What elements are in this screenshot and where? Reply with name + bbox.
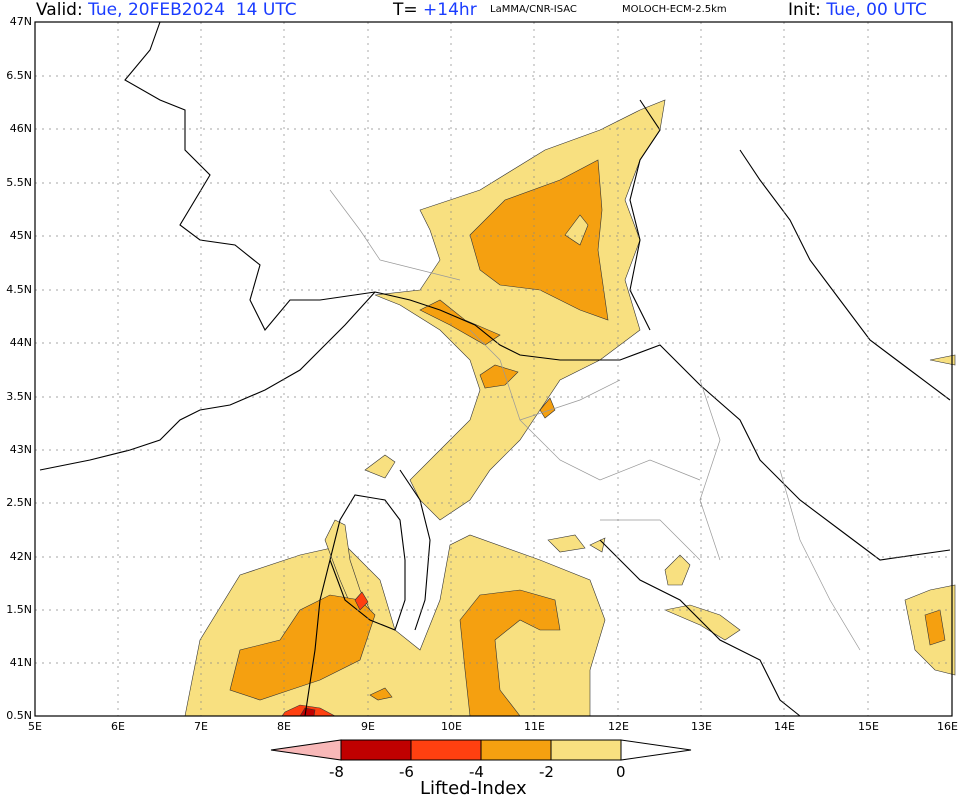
colorbar-segment-4-2 [480, 739, 552, 761]
gridlines [35, 22, 952, 716]
x-label: 15E [858, 720, 879, 733]
y-label: 43N [9, 443, 32, 456]
y-label: 2.5N [6, 496, 32, 509]
source-label: LaMMA/CNR-ISAC [490, 4, 577, 15]
x-label: 8E [277, 720, 291, 733]
map-border [34, 21, 953, 717]
t-label: T= [393, 0, 418, 20]
colorbar-tick: 0 [616, 763, 626, 781]
colorbar-tick: -4 [469, 763, 484, 781]
y-label: 42N [9, 550, 32, 563]
forecast-step: T= +14hr [393, 0, 477, 20]
y-label: 4.5N [6, 283, 32, 296]
valid-time: Valid: Tue, 20FEB2024 14 UTC [36, 0, 297, 20]
colorbar-title: Lifted-Index [420, 778, 527, 799]
x-label: 11E [524, 720, 545, 733]
valid-value: Tue, 20FEB2024 14 UTC [88, 0, 297, 20]
init-value: Tue, 00 UTC [826, 0, 927, 20]
colorbar-tick: -2 [539, 763, 554, 781]
y-label: 3.5N [6, 390, 32, 403]
y-label: 44N [9, 336, 32, 349]
y-label: 0.5N [6, 709, 32, 722]
valid-label: Valid: [36, 0, 83, 20]
x-label: 12E [608, 720, 629, 733]
y-label: 5.5N [6, 176, 32, 189]
x-label: 10E [441, 720, 462, 733]
y-label: 41N [9, 656, 32, 669]
init-label: Init: [788, 0, 821, 20]
y-label: 45N [9, 229, 32, 242]
colorbar-tick: -6 [399, 763, 414, 781]
lifted-index-strong [281, 591, 369, 717]
colorbar [270, 739, 692, 761]
x-label: 9E [361, 720, 375, 733]
x-label: 13E [691, 720, 712, 733]
lifted-index-core [229, 159, 946, 717]
init-time: Init: Tue, 00 UTC [788, 0, 927, 20]
t-value: +14hr [423, 0, 477, 20]
x-label: 6E [111, 720, 125, 733]
admin-borders [329, 189, 861, 651]
colorbar-segment-2-0 [550, 739, 622, 761]
colorbar-segment-6-4 [410, 739, 482, 761]
x-label: 7E [194, 720, 208, 733]
colorbar-segment-lt-8 [270, 739, 342, 761]
x-label: 14E [774, 720, 795, 733]
colorbar-segment-gt0 [620, 739, 692, 761]
y-label: 46N [9, 122, 32, 135]
colorbar-tick: -8 [329, 763, 344, 781]
colorbar-segment-8-6 [340, 739, 412, 761]
y-label: 47N [9, 15, 32, 28]
x-label: 16E [937, 720, 958, 733]
coastlines [39, 21, 951, 717]
model-label: MOLOCH-ECM-2.5km [622, 4, 727, 15]
y-label: 6.5N [6, 69, 32, 82]
x-label: 5E [28, 720, 42, 733]
y-label: 1.5N [6, 603, 32, 616]
